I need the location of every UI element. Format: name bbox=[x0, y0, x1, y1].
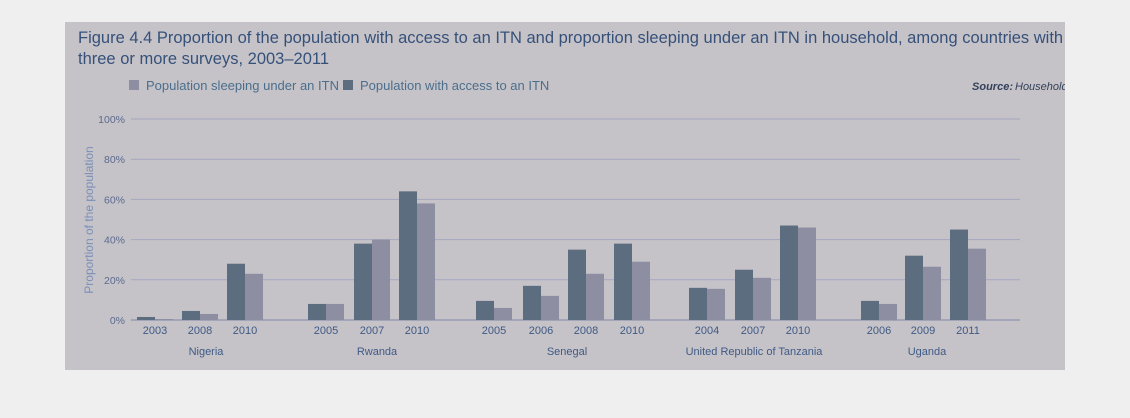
bar-sleeping bbox=[245, 273, 263, 320]
y-tick-label: 0% bbox=[110, 315, 125, 327]
bar-access bbox=[735, 269, 753, 320]
y-tick-label: 60% bbox=[104, 194, 125, 206]
bar-access bbox=[614, 243, 632, 320]
x-country-label: Nigeria bbox=[189, 346, 225, 358]
source-value: Household surveys bbox=[1015, 81, 1065, 93]
x-year-label: 2006 bbox=[529, 325, 553, 337]
x-year-label: 2008 bbox=[574, 325, 598, 337]
bar-sleeping bbox=[200, 313, 218, 320]
x-year-label: 2007 bbox=[741, 325, 765, 337]
x-year-label: 2004 bbox=[695, 325, 719, 337]
bar-access bbox=[568, 249, 586, 320]
bar-access bbox=[861, 300, 879, 320]
chart-figure: Figure 4.4 Proportion of the population … bbox=[65, 22, 1065, 370]
chart-title-line-1: Figure 4.4 Proportion of the population … bbox=[78, 29, 1063, 47]
bar-access bbox=[354, 243, 372, 320]
source-label: Source: bbox=[972, 81, 1013, 93]
x-year-label: 2005 bbox=[482, 325, 506, 337]
legend-label-sleeping: Population sleeping under an ITN bbox=[146, 78, 339, 93]
y-tick-label: 20% bbox=[104, 275, 125, 287]
chart-svg: Figure 4.4 Proportion of the population … bbox=[78, 29, 1065, 358]
x-year-label: 2011 bbox=[956, 325, 980, 337]
grid-layer: 0% 20% 40% 60% 80% 100% bbox=[98, 114, 1020, 327]
x-country-label: Rwanda bbox=[357, 346, 398, 358]
bar-sleeping bbox=[879, 303, 897, 320]
bar-sleeping bbox=[798, 227, 816, 320]
x-year-label: 2009 bbox=[911, 325, 935, 337]
x-year-label: 2003 bbox=[143, 325, 167, 337]
bar-sleeping bbox=[372, 239, 390, 320]
y-tick-label: 40% bbox=[104, 235, 125, 247]
bar-access bbox=[950, 229, 968, 320]
bar-access bbox=[780, 225, 798, 320]
bar-access bbox=[308, 303, 326, 320]
x-year-label: 2005 bbox=[314, 325, 338, 337]
x-year-label: 2007 bbox=[360, 325, 384, 337]
legend: Population sleeping under an ITN Populat… bbox=[129, 78, 549, 93]
bar-access bbox=[905, 255, 923, 320]
bar-sleeping bbox=[155, 318, 173, 320]
legend-swatch-sleeping bbox=[129, 80, 139, 90]
bar-access bbox=[523, 285, 541, 320]
bar-access bbox=[399, 191, 417, 320]
bar-sleeping bbox=[417, 203, 435, 320]
x-country-label: Uganda bbox=[908, 346, 947, 358]
bar-sleeping bbox=[923, 266, 941, 320]
bar-sleeping bbox=[326, 303, 344, 320]
legend-swatch-access bbox=[343, 80, 353, 90]
x-country-label: United Republic of Tanzania bbox=[686, 346, 824, 358]
bar-access bbox=[137, 316, 155, 320]
legend-label-access: Population with access to an ITN bbox=[360, 78, 549, 93]
bar-access bbox=[182, 310, 200, 320]
y-tick-label: 100% bbox=[98, 114, 125, 126]
bar-access bbox=[227, 263, 245, 320]
bar-sleeping bbox=[707, 288, 725, 320]
bar-access bbox=[476, 300, 494, 320]
x-year-label: 2010 bbox=[405, 325, 429, 337]
bar-sleeping bbox=[753, 277, 771, 320]
y-tick-label: 80% bbox=[104, 154, 125, 166]
bar-sleeping bbox=[632, 261, 650, 320]
x-year-label: 2006 bbox=[867, 325, 891, 337]
bar-sleeping bbox=[586, 273, 604, 320]
x-year-label: 2010 bbox=[620, 325, 644, 337]
bar-sleeping bbox=[541, 295, 559, 320]
x-year-label: 2008 bbox=[188, 325, 212, 337]
x-country-label: Senegal bbox=[547, 346, 587, 358]
bar-sleeping bbox=[494, 307, 512, 320]
chart-title-line-2: three or more surveys, 2003–2011 bbox=[78, 50, 329, 68]
bar-access bbox=[689, 287, 707, 320]
x-year-label: 2010 bbox=[233, 325, 257, 337]
x-year-label: 2010 bbox=[786, 325, 810, 337]
bars-layer bbox=[137, 191, 986, 320]
y-axis-label: Proportion of the population bbox=[82, 146, 96, 293]
bar-sleeping bbox=[968, 248, 986, 320]
labels-layer: 2003 2008 2010 Nigeria 2005 2007 2010 Rwanda 200… bbox=[143, 325, 980, 358]
